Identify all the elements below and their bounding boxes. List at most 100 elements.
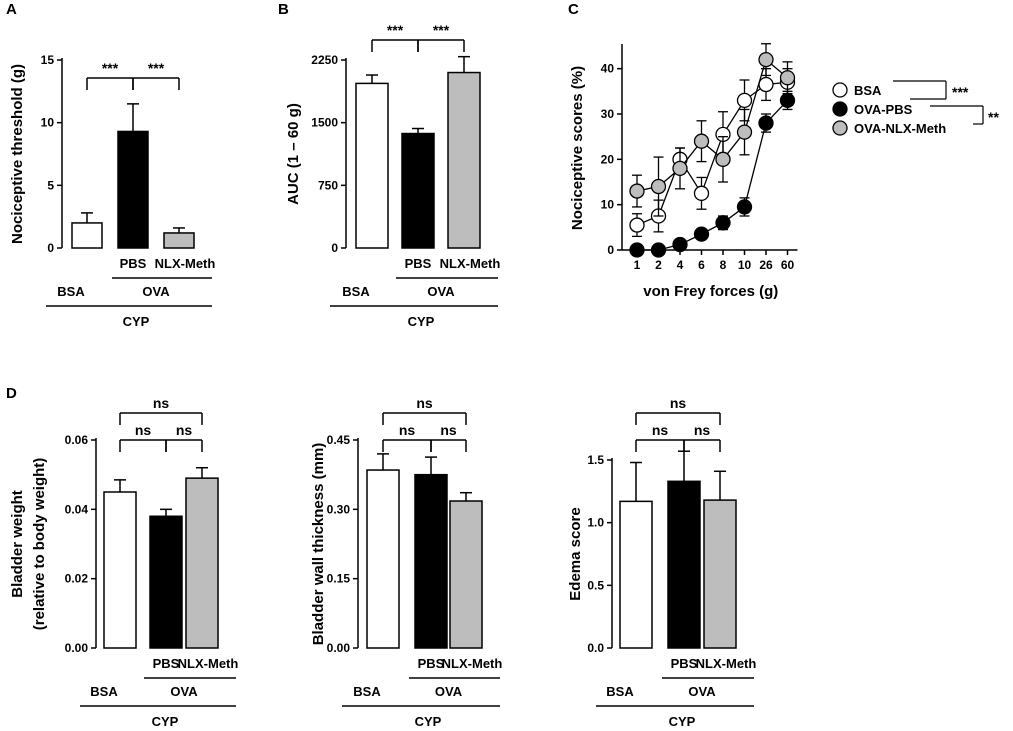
series-line [636,81,788,226]
bar-bsa [103,491,137,649]
data-point [693,133,710,149]
y-tick-label: 2250 [311,53,338,67]
data-point [650,242,667,258]
group-label-cyp: CYP [669,714,696,729]
x-tick-label: 1 [634,258,641,272]
legend-marker [832,82,848,98]
legend-label: OVA-PBS [854,102,913,117]
x-tick-label: 60 [781,258,795,272]
sub-label-pbs: PBS [405,256,432,271]
legend-marker [832,101,848,117]
x-axis-label: von Frey forces (g) [643,283,778,300]
data-point [693,185,710,201]
group-label-cyp: CYP [123,314,150,329]
group-label-ova: OVA [170,684,198,699]
data-point [779,92,796,109]
data-point [758,51,774,68]
panel-label-a: A [6,1,17,18]
legend-label: OVA-NLX-Meth [854,121,946,136]
y-tick-label: 0.00 [65,641,89,655]
data-point [736,92,753,109]
significance-label: ns [652,422,669,438]
significance-label: ns [670,395,687,411]
y-tick-label: 0.30 [327,502,351,516]
y-tick-label: 0.00 [327,641,351,655]
data-point [629,183,645,199]
group-label-bsa: BSA [342,284,370,299]
x-tick-label: 26 [759,258,773,272]
y-tick-label: 0.0 [587,641,604,655]
sub-label-nlx: NLX-Meth [155,256,216,271]
bar-pbs [149,515,183,649]
group-label-bsa: BSA [606,684,634,699]
group-label-cyp: CYP [415,714,442,729]
data-point [715,151,731,167]
data-point [629,242,645,258]
y-tick-label: 0.06 [65,433,89,447]
significance-label: ns [176,422,193,438]
significance-label: ns [153,395,170,411]
y-tick-label: 5 [47,178,54,192]
bar-nlx-meth [703,499,737,649]
data-point [672,160,688,177]
group-label-ova: OVA [142,284,170,299]
data-point [736,199,753,215]
data-point [758,76,774,93]
data-point [693,226,710,242]
group-label-bsa: BSA [353,684,381,699]
bar-pbs [117,130,149,249]
y-tick-label: 0.04 [65,502,89,516]
legend-marker [832,120,848,136]
y-tick-label: 40 [601,62,615,76]
y-tick-label: 750 [318,178,338,192]
y-tick-label: 1.5 [587,453,604,467]
y-tick-label: 30 [601,107,615,121]
y-tick-label: 0.5 [587,578,604,592]
panel-d1: 0.00 0.02 0.04 0.06 Bladder weight (relative … [9,395,238,729]
panel-a: 0 5 10 15 Nociceptive threshold (g) *** *** PBS… [9,53,215,329]
sub-label-pbs: PBS [153,656,180,671]
group-label-ova: OVA [435,684,463,699]
y-axis-label: Nociceptive threshold (g) [9,64,26,244]
y-tick-label: 15 [41,53,55,67]
significance-label: ns [416,395,433,411]
significance-label: ns [399,422,416,438]
group-label-cyp: CYP [152,714,179,729]
panel-b: 0 750 1500 2250 AUC (1 – 60 g) *** *** PBS NLX-M… [285,22,500,329]
y-axis-label: Bladder wall thickness (mm) [310,443,327,646]
data-point [779,70,796,86]
bar-nlx-meth [185,477,219,649]
data-point [629,217,645,233]
group-label-bsa: BSA [90,684,118,699]
y-tick-label: 1500 [311,116,338,130]
y-axis-label: Bladder weight [9,490,26,598]
data-point [758,115,774,131]
panel-label-b: B [278,1,289,18]
sub-label-nlx: NLX-Meth [440,256,501,271]
y-tick-label: 0.45 [327,433,351,447]
group-label-cyp: CYP [408,314,435,329]
y-tick-label: 20 [601,152,615,166]
bar-bsa [71,222,103,249]
panel-label-d: D [6,385,17,402]
bar-bsa [355,82,389,249]
x-tick-label: 6 [698,258,705,272]
y-tick-label: 0 [607,243,614,257]
legend-label: BSA [854,83,882,98]
data-point [650,178,667,195]
significance-label: ns [694,422,711,438]
bar-nlx-meth [163,232,195,249]
significance-label: ns [440,422,457,438]
group-label-ova: OVA [688,684,716,699]
data-point [736,124,753,140]
bar-pbs [667,480,701,649]
series-bsa [629,68,796,238]
data-point [672,236,688,253]
sub-label-pbs: PBS [120,256,147,271]
y-tick-label: 0.15 [327,572,351,586]
bar-pbs [401,132,435,249]
